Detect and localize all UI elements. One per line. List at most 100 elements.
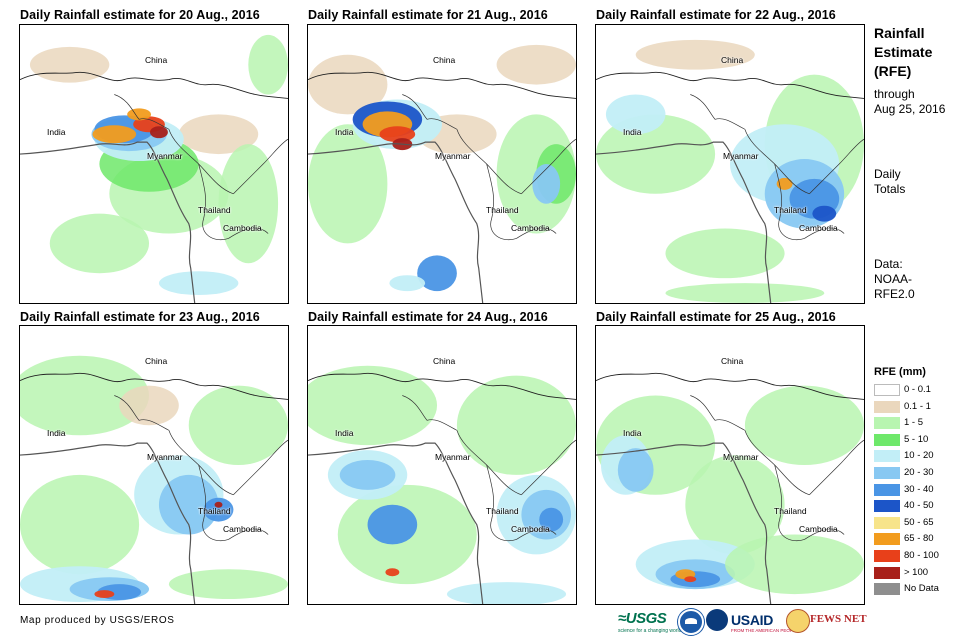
place-label-myanmar: Myanmar [147,151,183,161]
rainfall-patch [188,385,288,465]
usgs-tagline: science for a changing world [618,628,682,634]
place-label-thailand: Thailand [198,506,231,516]
rainfall-patch [744,385,864,465]
legend-swatch [874,550,900,562]
place-label-cambodia: Cambodia [799,524,838,534]
country-border [233,138,288,195]
country-border [402,395,458,431]
rainfall-overlay [308,365,576,604]
place-label-india: India [623,127,642,137]
rainfall-patch [49,213,150,274]
country-border [809,138,864,195]
country-border [114,395,170,431]
place-label-myanmar: Myanmar [147,452,183,462]
place-label-thailand: Thailand [486,205,519,215]
coastline [20,442,196,604]
legend-item: 80 - 100 [874,549,964,563]
place-label-china: China [433,356,456,366]
rainfall-overlay [20,355,288,604]
rainfall-patch [214,501,223,508]
agency-logos: ≈USGS science for a changing world USAID… [618,606,867,635]
legend-label: 50 - 65 [904,516,934,528]
rainfall-patch [684,576,697,583]
legend-item: 50 - 65 [874,516,964,530]
sidebar-data-line1: Data: [874,257,903,271]
legend-label: > 100 [904,566,929,578]
place-label-myanmar: Myanmar [435,151,471,161]
rainfall-patch [20,355,150,436]
fews-net-logo: FEWS NET [810,613,867,625]
place-label-cambodia: Cambodia [511,223,550,233]
place-label-cambodia: Cambodia [799,223,838,233]
country-border [804,227,845,239]
legend-swatch [874,384,900,396]
country-border [456,129,522,195]
country-border [198,163,229,240]
rainfall-patch [776,177,793,190]
country-border [486,163,517,240]
place-label-cambodia: Cambodia [511,524,550,534]
sidebar-through: through Aug 25, 2016 [874,87,945,117]
coastline [596,141,772,303]
country-border [516,528,557,540]
place-label-myanmar: Myanmar [723,452,759,462]
legend-label: 65 - 80 [904,533,934,545]
country-border [228,528,269,540]
rainfall-patch [539,507,564,532]
legend-item: 0 - 0.1 [874,383,964,397]
place-label-india: India [47,127,66,137]
rainfall-overlay [596,39,864,303]
rainfall-patch [812,205,837,222]
rainfall-patch [92,125,137,144]
legend-label: 40 - 50 [904,500,934,512]
rainfall-patch [178,114,259,155]
country-border [521,138,576,195]
legend-label: 1 - 5 [904,417,924,429]
legend-label: 30 - 40 [904,483,934,495]
legend-label: No Data [904,583,939,595]
place-label-myanmar: Myanmar [435,452,471,462]
sidebar-data-source: Data: NOAA- RFE2.0 [874,257,915,302]
place-label-india: India [335,428,354,438]
place-label-thailand: Thailand [486,506,519,516]
rainfall-patch [385,568,400,577]
rainfall-patch [389,275,426,292]
legend-label: 0.1 - 1 [904,400,931,412]
legend-swatch [874,500,900,513]
country-border [596,372,864,400]
country-border [233,439,288,496]
rainfall-patch [127,108,152,121]
sidebar-data-line2: NOAA- [874,272,913,286]
panel-title-21-aug: Daily Rainfall estimate for 21 Aug., 201… [308,8,548,22]
rainfall-patch [596,114,716,194]
rainfall-patch [339,460,396,490]
noaa-logo-icon [678,609,704,635]
rainfall-patch [158,271,239,296]
usgs-logo: ≈USGS [618,610,667,627]
sidebar-title: Rainfall Estimate (RFE) [874,24,932,81]
legend-label: 80 - 100 [904,550,939,561]
rainfall-overlay [308,44,576,303]
legend-label: 0 - 0.1 [904,384,931,395]
place-label-india: India [623,428,642,438]
legend-item: 65 - 80 [874,532,964,546]
country-border [308,71,576,99]
rainfall-overlay [596,372,864,604]
sidebar-title-line2: Estimate [874,44,933,60]
country-border [486,464,517,541]
country-border [809,439,864,496]
place-label-china: China [145,55,168,65]
legend-item: > 100 [874,566,964,580]
sidebar-title-line3: (RFE) [874,63,912,79]
place-label-india: India [47,428,66,438]
rainfall-patch [308,365,438,446]
rainfall-patch [248,34,288,95]
legend-swatch [874,450,900,463]
legend-label: 10 - 20 [904,450,934,462]
usaid-seal-icon [706,609,728,631]
country-border [456,430,522,496]
country-border [402,94,458,130]
legend-swatch [874,400,900,413]
panel-title-25-aug: Daily Rainfall estimate for 25 Aug., 201… [596,310,836,324]
legend-swatch [874,433,900,446]
